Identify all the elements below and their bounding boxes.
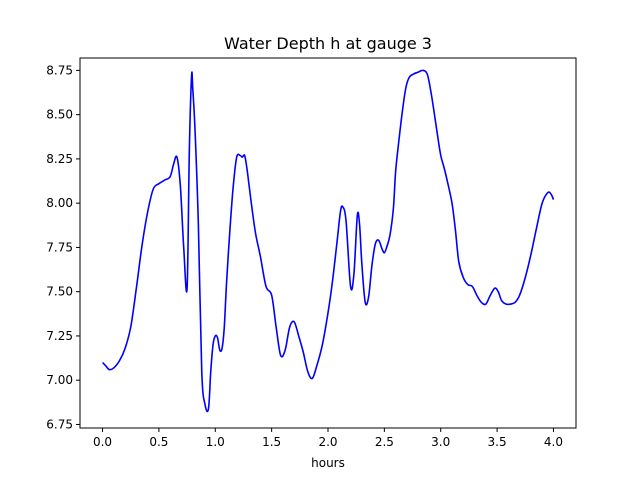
chart-title: Water Depth h at gauge 3 bbox=[224, 34, 432, 53]
x-tick-label: 1.0 bbox=[206, 435, 225, 449]
x-axis-label: hours bbox=[311, 456, 345, 470]
y-tick-label: 6.75 bbox=[46, 417, 73, 431]
plot-area-frame bbox=[79, 57, 577, 429]
x-tick-label: 2.5 bbox=[375, 435, 394, 449]
x-tick-label: 4.0 bbox=[544, 435, 563, 449]
y-tick-label: 8.00 bbox=[46, 196, 73, 210]
x-tick-label: 3.5 bbox=[488, 435, 507, 449]
x-axis: 0.0 0.5 1.0 1.5 2.0 2.5 3.0 3.5 4.0 bbox=[93, 428, 563, 449]
y-tick-label: 8.50 bbox=[46, 108, 73, 122]
y-tick-label: 8.75 bbox=[46, 63, 73, 77]
y-tick-label: 7.50 bbox=[46, 285, 73, 299]
y-tick-label: 7.25 bbox=[46, 329, 73, 343]
y-tick-label: 7.75 bbox=[46, 240, 73, 254]
x-tick-label: 2.0 bbox=[318, 435, 337, 449]
x-tick-label: 0.0 bbox=[93, 435, 112, 449]
x-tick-label: 0.5 bbox=[149, 435, 168, 449]
series-layer bbox=[101, 69, 555, 413]
series-line bbox=[101, 69, 555, 413]
x-tick-label: 1.5 bbox=[262, 435, 281, 449]
y-axis: 6.75 7.00 7.25 7.50 7.75 8.00 8.25 8.50 8.75 bbox=[46, 63, 80, 431]
y-tick-label: 8.25 bbox=[46, 152, 73, 166]
y-tick-label: 7.00 bbox=[46, 373, 73, 387]
x-tick-label: 3.0 bbox=[431, 435, 450, 449]
